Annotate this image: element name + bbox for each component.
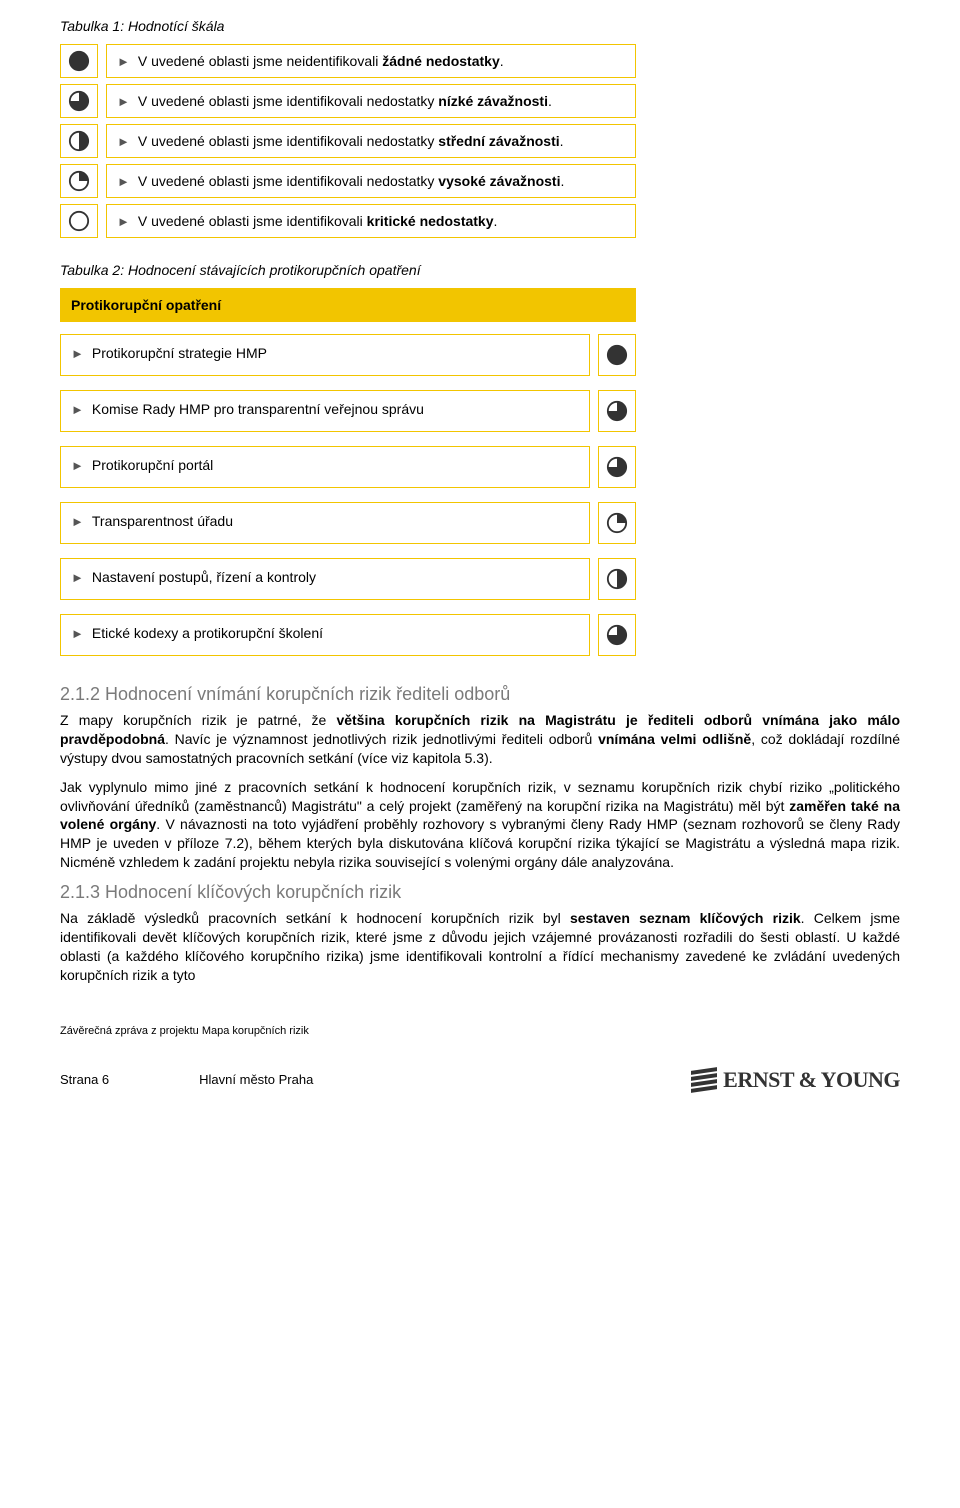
measure-icon-box (598, 502, 636, 544)
heading-213: 2.1.3 Hodnocení klíčových korupčních riz… (60, 882, 900, 903)
table2-title: Tabulka 2: Hodnocení stávajících protiko… (60, 262, 900, 278)
scale-row: ► V uvedené oblasti jsme neidentifikovali… (60, 44, 900, 78)
scale-icon-box (60, 204, 98, 238)
ey-bars-icon (691, 1067, 717, 1093)
measure-text-box: ► Transparentnost úřadu (60, 502, 590, 544)
pie-quarter-icon (606, 512, 628, 534)
measure-icon-box (598, 390, 636, 432)
scale-text: V uvedené oblasti jsme identifikovali kr… (138, 213, 498, 229)
measure-text-box: ► Protikorupční strategie HMP (60, 334, 590, 376)
table2-header: Protikorupční opatření (60, 288, 636, 322)
page-number: Strana 6 (60, 1072, 109, 1087)
pie-three-q-icon (606, 456, 628, 478)
scale-text-box: ► V uvedené oblasti jsme identifikovali n… (106, 84, 636, 118)
ey-logo: ERNST & YOUNG (691, 1067, 900, 1093)
pie-three-q-icon (68, 90, 90, 112)
measure-icon-box (598, 614, 636, 656)
scale-icon-box (60, 44, 98, 78)
measure-text-box: ► Etické kodexy a protikorupční školení (60, 614, 590, 656)
measure-label: Protikorupční portál (92, 457, 213, 473)
pie-full-icon (68, 50, 90, 72)
table1-title: Tabulka 1: Hodnotící škála (60, 18, 900, 34)
triangle-bullet-icon: ► (71, 626, 84, 641)
triangle-bullet-icon: ► (71, 346, 84, 361)
scale-row: ► V uvedené oblasti jsme identifikovali n… (60, 84, 900, 118)
pie-three-q-icon (606, 400, 628, 422)
measure-row: ► Protikorupční portál (60, 446, 900, 488)
pie-quarter-icon (68, 170, 90, 192)
measure-row: ► Etické kodexy a protikorupční školení (60, 614, 900, 656)
client-name: Hlavní město Praha (199, 1072, 313, 1087)
scale-icon-box (60, 164, 98, 198)
measure-label: Protikorupční strategie HMP (92, 345, 267, 361)
footer-note: Závěrečná zpráva z projektu Mapa korupčn… (60, 1025, 900, 1037)
table2-rows: ► Protikorupční strategie HMP ► Komise Rady… (60, 334, 900, 656)
triangle-bullet-icon: ► (117, 174, 130, 189)
scale-row: ► V uvedené oblasti jsme identifikovali n… (60, 164, 900, 198)
triangle-bullet-icon: ► (71, 458, 84, 473)
triangle-bullet-icon: ► (117, 214, 130, 229)
measure-text-box: ► Nastavení postupů, řízení a kontroly (60, 558, 590, 600)
measure-row: ► Protikorupční strategie HMP (60, 334, 900, 376)
pie-half-icon (68, 130, 90, 152)
triangle-bullet-icon: ► (117, 94, 130, 109)
pie-full-icon (606, 344, 628, 366)
measure-label: Komise Rady HMP pro transparentní veřejn… (92, 401, 424, 417)
measure-row: ► Komise Rady HMP pro transparentní veřej… (60, 390, 900, 432)
triangle-bullet-icon: ► (117, 134, 130, 149)
scale-text: V uvedené oblasti jsme identifikovali ne… (138, 173, 564, 189)
heading-212: 2.1.2 Hodnocení vnímání korupčních rizik… (60, 684, 900, 705)
pie-empty-icon (68, 210, 90, 232)
scale-icon-box (60, 84, 98, 118)
p-212-2: Jak vyplynulo mimo jiné z pracovních set… (60, 778, 900, 872)
scale-text: V uvedené oblasti jsme identifikovali ne… (138, 133, 564, 149)
measure-label: Nastavení postupů, řízení a kontroly (92, 569, 316, 585)
measure-text-box: ► Protikorupční portál (60, 446, 590, 488)
scale-text-box: ► V uvedené oblasti jsme identifikovali n… (106, 124, 636, 158)
triangle-bullet-icon: ► (71, 570, 84, 585)
scale-text: V uvedené oblasti jsme identifikovali ne… (138, 93, 552, 109)
scale-text: V uvedené oblasti jsme neidentifikovali … (138, 53, 504, 69)
scale-row: ► V uvedené oblasti jsme identifikovali k… (60, 204, 900, 238)
footer-row: Strana 6 Hlavní město Praha ERNST & YOUN… (60, 1067, 900, 1093)
measure-icon-box (598, 446, 636, 488)
table1-rows: ► V uvedené oblasti jsme neidentifikovali… (60, 44, 900, 238)
scale-text-box: ► V uvedené oblasti jsme neidentifikovali… (106, 44, 636, 78)
ey-logo-text: ERNST & YOUNG (723, 1067, 900, 1093)
measure-icon-box (598, 334, 636, 376)
measure-text-box: ► Komise Rady HMP pro transparentní veřej… (60, 390, 590, 432)
triangle-bullet-icon: ► (117, 54, 130, 69)
triangle-bullet-icon: ► (71, 514, 84, 529)
measure-label: Etické kodexy a protikorupční školení (92, 625, 323, 641)
scale-text-box: ► V uvedené oblasti jsme identifikovali k… (106, 204, 636, 238)
triangle-bullet-icon: ► (71, 402, 84, 417)
scale-text-box: ► V uvedené oblasti jsme identifikovali n… (106, 164, 636, 198)
pie-half-icon (606, 568, 628, 590)
p-212-1: Z mapy korupčních rizik je patrné, že vě… (60, 711, 900, 768)
p-213-1: Na základě výsledků pracovních setkání k… (60, 909, 900, 985)
measure-icon-box (598, 558, 636, 600)
measure-label: Transparentnost úřadu (92, 513, 233, 529)
measure-row: ► Transparentnost úřadu (60, 502, 900, 544)
scale-row: ► V uvedené oblasti jsme identifikovali n… (60, 124, 900, 158)
pie-three-q-icon (606, 624, 628, 646)
measure-row: ► Nastavení postupů, řízení a kontroly (60, 558, 900, 600)
scale-icon-box (60, 124, 98, 158)
